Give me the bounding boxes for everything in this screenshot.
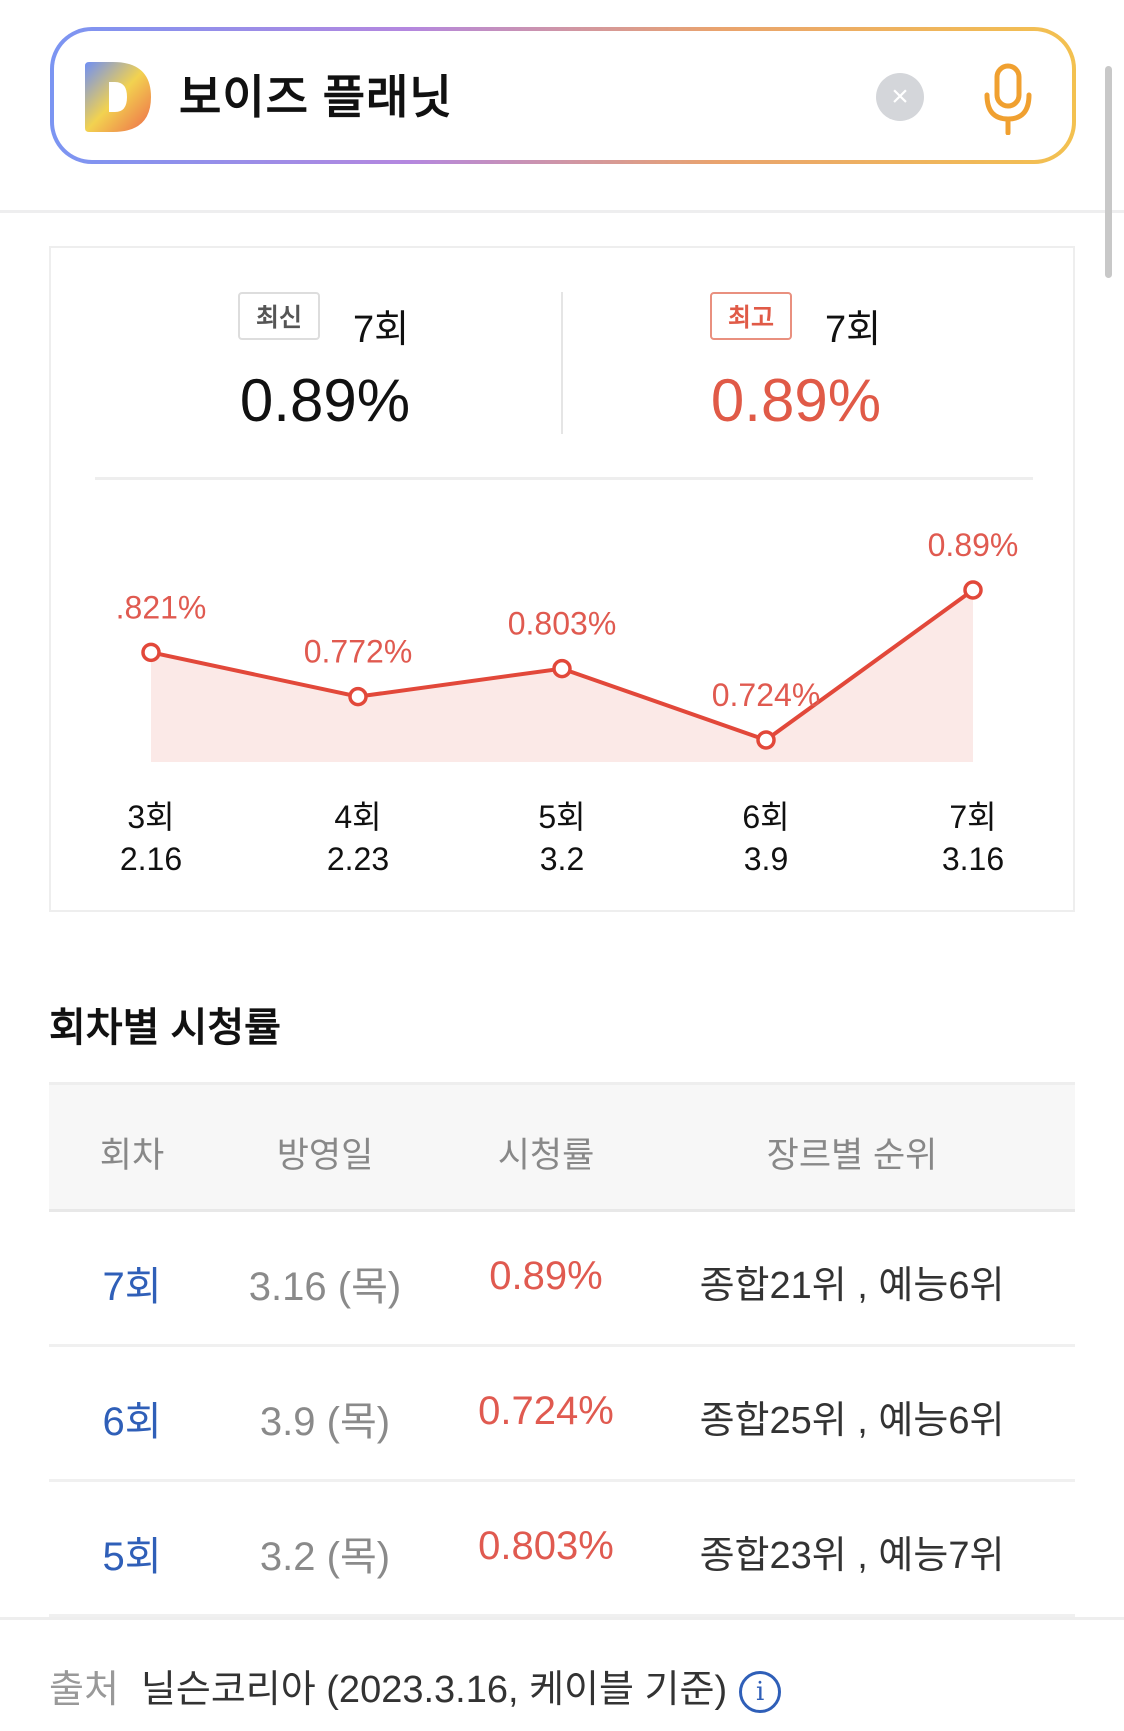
- episode-label: 7회: [949, 799, 997, 835]
- data-point: [141, 642, 161, 663]
- row-episode[interactable]: 7회: [102, 1265, 162, 1309]
- data-point: [348, 686, 368, 707]
- row-rating: 0.724%: [478, 1389, 614, 1433]
- x-tick-label: 3회 2.16: [91, 796, 211, 880]
- column-header-episode: 회차: [99, 1136, 165, 1175]
- row-rating: 0.89%: [489, 1254, 603, 1298]
- row-rank: 종합21위 , 예능6위: [699, 1265, 1005, 1307]
- x-tick-label: 6회 3.9: [706, 796, 826, 880]
- close-icon[interactable]: ×: [876, 73, 924, 121]
- row-rank: 종합23위 , 예능7위: [699, 1535, 1005, 1577]
- scrollbar[interactable]: [1105, 66, 1112, 278]
- ratings-card: 최신 7회 0.89% 최고 7회 0.89% .821% 0.772% 0.803…: [49, 246, 1075, 912]
- latest-rating: 0.89%: [239, 367, 411, 434]
- table-row: 7회 3.16 (목) 0.89% 종합21위 , 예능6위: [49, 1212, 1075, 1347]
- latest-badge: 최신: [238, 292, 321, 340]
- column-header-date: 방영일: [276, 1136, 374, 1175]
- daum-logo-icon: [85, 62, 151, 132]
- row-date: 3.9 (목): [259, 1400, 391, 1444]
- divider: [561, 292, 563, 434]
- table-row: 6회 3.9 (목) 0.724% 종합25위 , 예능6위: [49, 1347, 1075, 1482]
- date-label: 2.23: [326, 841, 390, 877]
- episode-label: 6회: [742, 799, 790, 835]
- data-label: 0.89%: [928, 527, 1019, 563]
- episode-label: 3회: [127, 799, 175, 835]
- best-badge: 최고: [710, 292, 793, 340]
- x-tick-label: 5회 3.2: [502, 796, 622, 880]
- row-episode[interactable]: 6회: [102, 1400, 162, 1444]
- date-label: 3.9: [743, 841, 789, 877]
- best-rating: 0.89%: [710, 367, 882, 434]
- info-icon[interactable]: i: [739, 1670, 782, 1713]
- row-rank: 종합25위 , 예능6위: [699, 1400, 1005, 1442]
- section-title: 회차별 시청률: [49, 1006, 281, 1050]
- date-label: 3.2: [539, 841, 585, 877]
- data-label: 0.803%: [508, 606, 617, 642]
- search-input[interactable]: 보이즈 플래닛: [179, 71, 453, 123]
- best-episode: 7회: [825, 309, 882, 351]
- column-header-rating: 시청률: [497, 1136, 595, 1175]
- row-date: 3.16 (목): [248, 1265, 402, 1309]
- ratings-chart: .821% 0.772% 0.803% 0.724% 0.89%: [116, 527, 1019, 762]
- x-tick-label: 7회 3.16: [913, 796, 1033, 880]
- table-header: 회차 방영일 시청률 장르별 순위: [49, 1082, 1075, 1212]
- data-point: [756, 730, 776, 750]
- table-row: 5회 3.2 (목) 0.803% 종합23위 , 예능7위: [49, 1482, 1075, 1617]
- source-label: 출처: [49, 1669, 119, 1711]
- microphone-icon[interactable]: [982, 63, 1034, 135]
- episode-label: 4회: [334, 799, 382, 835]
- data-point: [963, 580, 983, 600]
- data-label: 0.772%: [304, 634, 413, 670]
- data-point: [552, 658, 572, 679]
- row-date: 3.2 (목): [259, 1535, 391, 1579]
- row-episode[interactable]: 5회: [102, 1535, 162, 1579]
- date-label: 3.16: [941, 841, 1005, 877]
- data-label: 0.724%: [712, 677, 821, 713]
- divider: [0, 210, 1124, 213]
- source: 출처 닐슨코리아 (2023.3.16, 케이블 기준) i: [49, 1658, 782, 1713]
- date-label: 2.16: [119, 841, 183, 877]
- row-rating: 0.803%: [478, 1524, 614, 1568]
- episode-label: 5회: [538, 799, 586, 835]
- data-label: .821%: [116, 589, 207, 625]
- x-tick-label: 4회 2.23: [298, 796, 418, 880]
- latest-episode: 7회: [353, 309, 410, 351]
- column-header-rank: 장르별 순위: [766, 1136, 938, 1175]
- source-text: 닐슨코리아 (2023.3.16, 케이블 기준): [140, 1669, 728, 1711]
- search-bar[interactable]: 보이즈 플래닛 ×: [50, 27, 1076, 164]
- divider: [95, 477, 1033, 480]
- divider: [0, 1617, 1124, 1620]
